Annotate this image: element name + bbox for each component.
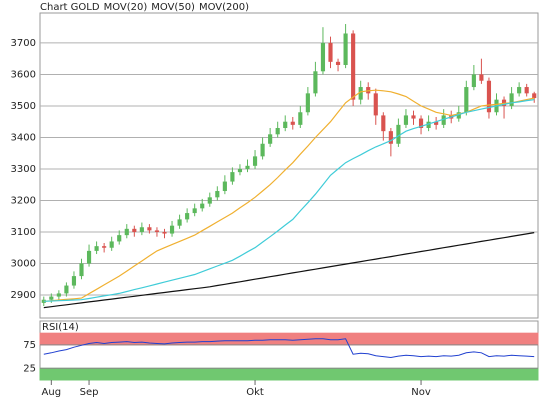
candle-body	[192, 208, 197, 214]
candle-body	[49, 296, 54, 300]
candle-body	[358, 87, 363, 100]
candle-body	[41, 299, 46, 303]
candle-body	[102, 246, 107, 248]
candle-body	[252, 156, 258, 166]
rsi-tick-label: 25	[23, 363, 36, 374]
y-tick-label: 3400	[11, 132, 36, 143]
candle-body	[418, 118, 424, 129]
candle-body	[328, 42, 333, 62]
x-tick-label: Nov	[411, 387, 431, 398]
legend-entry: MOV(200)	[199, 2, 249, 13]
candle-body	[215, 191, 220, 198]
rsi-band	[39, 332, 539, 346]
candle-body	[275, 128, 280, 135]
y-tick-label: 3100	[11, 227, 36, 238]
candle-body	[320, 42, 326, 72]
candle-body	[207, 197, 212, 204]
legend-entry: MOV(20)	[104, 2, 148, 13]
candle-body	[147, 227, 152, 231]
x-tick-label: Aug	[42, 387, 62, 398]
rsi-line	[43, 338, 535, 359]
moving-average-line	[43, 89, 535, 302]
candle-body	[268, 134, 273, 144]
candle-body	[335, 61, 341, 65]
rsi-band	[39, 367, 539, 381]
candle-body	[154, 230, 160, 232]
rsi-tick-label: 75	[23, 340, 36, 351]
candle-body	[426, 121, 431, 129]
candle-body	[517, 87, 522, 94]
candle-body	[532, 93, 537, 99]
y-tick-label: 3500	[11, 101, 36, 112]
candle-body	[396, 124, 401, 144]
legend: Chart GOLD MOV(20) MOV(50) MOV(200)	[40, 2, 249, 13]
candle-body	[245, 165, 250, 169]
candle-body	[260, 143, 265, 157]
moving-average-line	[43, 99, 535, 302]
candle-body	[471, 74, 476, 88]
candle-body	[403, 115, 409, 125]
y-tick-label: 2900	[11, 290, 36, 301]
candle-body	[290, 121, 295, 125]
candle-body	[509, 93, 514, 106]
candle-body	[124, 228, 129, 236]
candle-body	[464, 87, 469, 113]
candle-body	[479, 74, 484, 81]
candle-body	[109, 241, 114, 248]
candle-body	[169, 225, 175, 234]
y-tick-label: 3300	[11, 164, 36, 175]
candle-body	[185, 213, 190, 220]
y-tick-label: 3000	[11, 258, 36, 269]
candle-body	[132, 228, 137, 232]
candle-body	[524, 87, 529, 94]
legend-entry: Chart GOLD	[40, 2, 100, 13]
candle-body	[313, 71, 318, 94]
candle-body	[373, 93, 378, 116]
candle-body	[388, 131, 393, 144]
y-tick-label: 3700	[11, 38, 36, 49]
legend-entry: MOV(50)	[151, 2, 195, 13]
candle-body	[366, 87, 371, 94]
moving-average-line	[43, 232, 535, 309]
candle-body	[162, 231, 167, 234]
candle-body	[456, 112, 461, 119]
candle-body	[79, 263, 84, 277]
candle-body	[283, 121, 288, 129]
candle-body	[117, 235, 122, 242]
candle-body	[222, 181, 227, 192]
y-tick-label: 3600	[11, 69, 36, 80]
candle-body	[351, 33, 356, 100]
x-tick-label: Okt	[246, 387, 264, 398]
candle-body	[86, 250, 92, 264]
candle-body	[441, 115, 446, 125]
candle-body	[139, 227, 144, 232]
y-tick-label: 3200	[11, 195, 36, 206]
x-tick-label: Sep	[80, 387, 99, 398]
candle-body	[230, 172, 235, 182]
candle-body	[71, 276, 77, 286]
candle-body	[305, 93, 310, 113]
candle-body	[94, 246, 99, 251]
candle-body	[434, 121, 439, 125]
candle-body	[486, 80, 492, 113]
candle-body	[64, 285, 69, 294]
candle-body	[200, 203, 205, 209]
candle-body	[298, 112, 303, 125]
candle-body	[56, 293, 61, 297]
candle-body	[411, 115, 416, 119]
candle-body	[177, 219, 182, 226]
candle-body	[237, 168, 243, 173]
candle-body	[381, 115, 386, 132]
rsi-label: RSI(14)	[42, 322, 79, 333]
candle-body	[343, 33, 348, 65]
